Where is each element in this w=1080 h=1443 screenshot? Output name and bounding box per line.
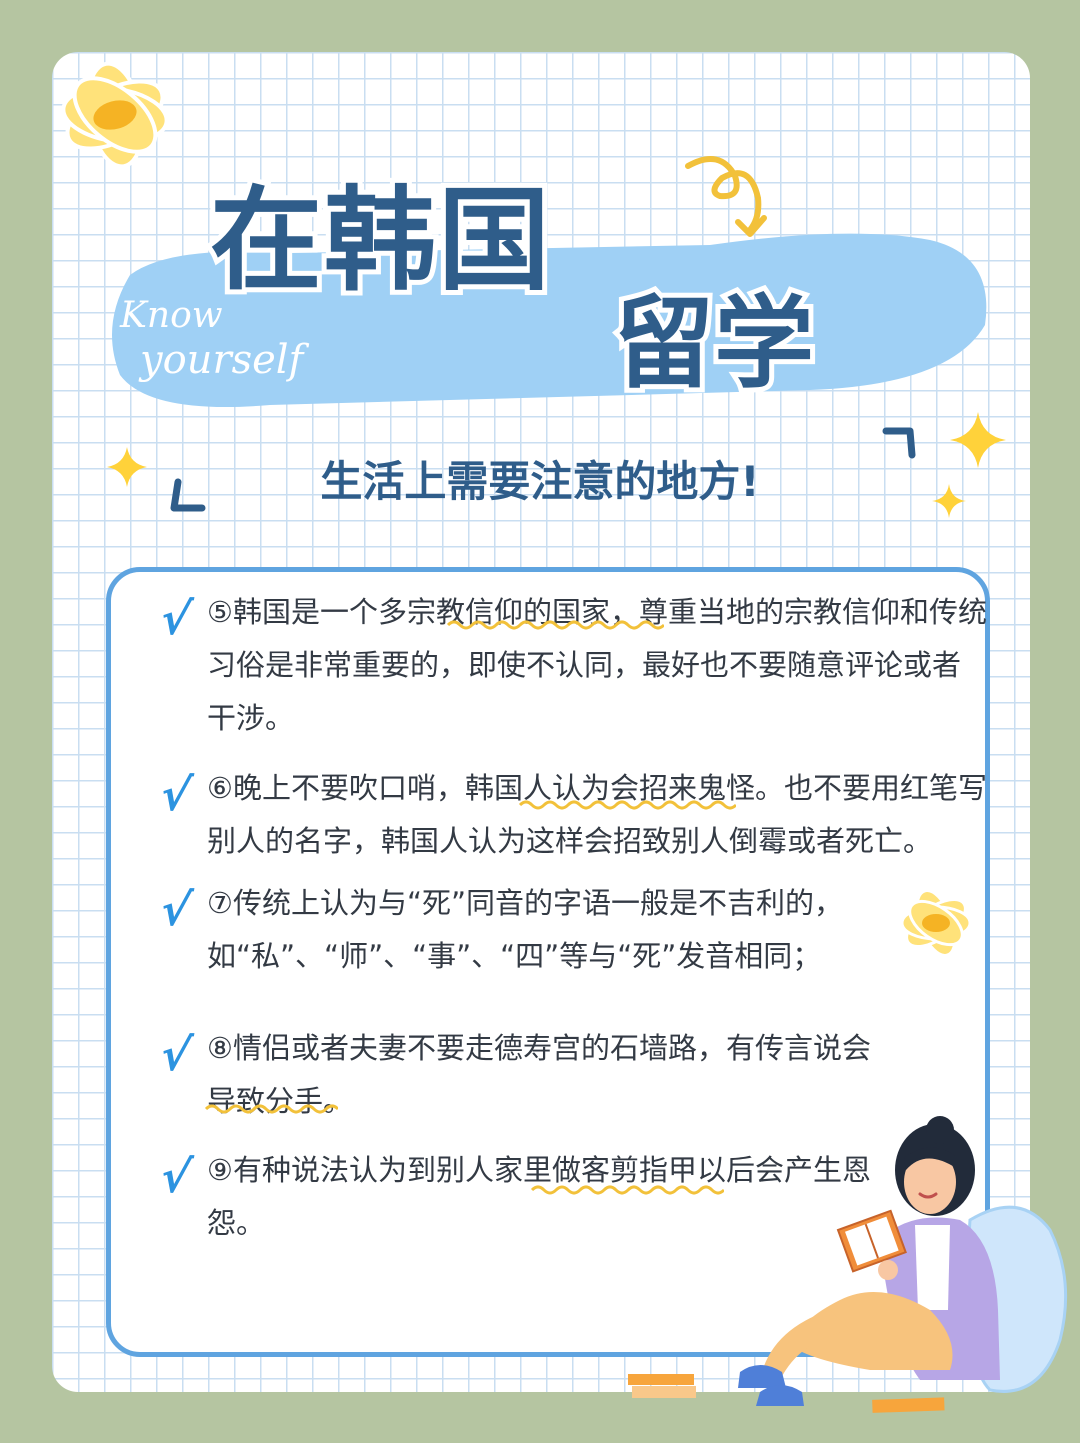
- subtitle: 生活上需要注意的地方!: [320, 457, 760, 506]
- wavy-underline: [204, 1104, 338, 1114]
- flower-icon: [900, 889, 972, 957]
- star-icon: [932, 484, 966, 518]
- tip-text: ⑤韩国是一个多宗教信仰的国家，尊重当地的宗教信仰和传统习俗是非常重要的，即使不认…: [207, 595, 987, 735]
- tip-text: ⑦传统上认为与“死”同音的字语一般是不吉利的，如“私”、“师”、“事”、“四”等…: [207, 886, 844, 973]
- star-icon: [107, 447, 147, 487]
- wavy-underline: [518, 800, 736, 810]
- star-icon: [950, 412, 1006, 468]
- bracket-left-icon: [170, 478, 206, 512]
- wavy-underline: [446, 620, 664, 630]
- book-icon: [628, 1374, 696, 1398]
- bracket-right-icon: [882, 427, 916, 459]
- tips-card: √ ⑤韩国是一个多宗教信仰的国家，尊重当地的宗教信仰和传统习俗是非常重要的，即使…: [106, 567, 990, 1357]
- wavy-underline: [530, 1185, 724, 1195]
- reading-girl-illustration: [738, 1116, 1068, 1406]
- check-icon: √: [156, 1152, 195, 1203]
- check-icon: √: [156, 1030, 195, 1081]
- arrow-icon: [685, 155, 767, 237]
- page-title-secondary: 留学: [609, 280, 819, 407]
- tip-text: ⑥晚上不要吹口哨，韩国人认为会招来鬼怪。也不要用红笔写别人的名字，韩国人认为这样…: [207, 771, 987, 858]
- script-text: Know yourself: [119, 295, 310, 383]
- check-icon: √: [156, 885, 195, 936]
- check-icon: √: [156, 594, 195, 645]
- script-line1: Know: [119, 295, 223, 336]
- tip-text: ⑨有种说法认为到别人家里做客剪指甲以后会产生恩怨。: [207, 1153, 871, 1240]
- page-title: 在韩国: [205, 171, 555, 311]
- title-blob: [112, 233, 987, 407]
- script-line2: yourself: [138, 337, 310, 383]
- tip-text: ⑧情侣或者夫妻不要走德寿宫的石墙路，有传言说会导致分手。: [207, 1031, 871, 1118]
- flower-icon: [61, 61, 169, 169]
- check-icon: √: [156, 770, 195, 821]
- book-icon: [872, 1397, 945, 1413]
